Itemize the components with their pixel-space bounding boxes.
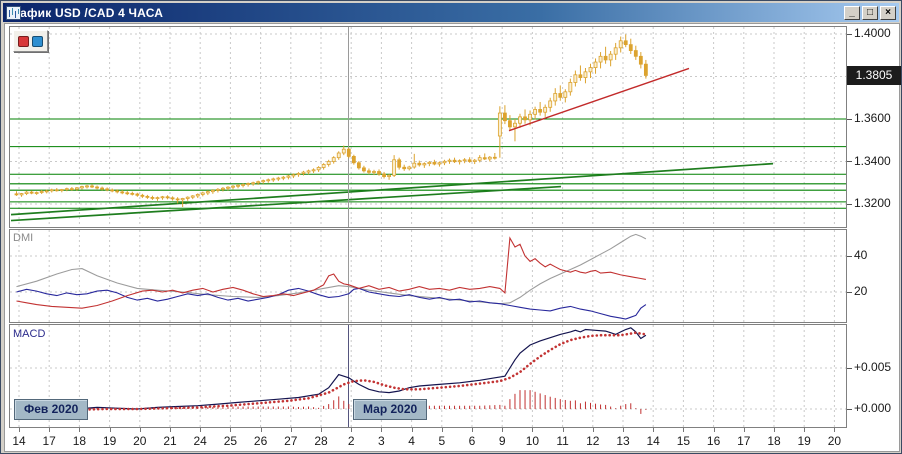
time-axis-label: 16 — [706, 434, 721, 448]
title-bar[interactable]: График USD /CAD 4 ЧАСА _ □ × — [3, 3, 899, 22]
axis-value-label: 1.3200 — [854, 196, 891, 210]
macd-panel-label: MACD — [13, 328, 46, 340]
time-axis-label: 18 — [767, 434, 781, 448]
macd-panel-svg[interactable] — [9, 324, 847, 428]
current-price-badge: 1.3805 — [847, 66, 901, 86]
time-axis-label: 3 — [378, 434, 385, 448]
dmi-panel-label: DMI — [13, 232, 34, 244]
minimize-button[interactable]: _ — [844, 5, 860, 20]
price-axis: 1.3805 1.4000 1.3600 1.3400 1.3200 40 20 +0.00… — [847, 1, 901, 453]
axis-value-label: +0.005 — [854, 360, 892, 374]
axis-value-label: 1.3600 — [854, 111, 891, 125]
time-axis: 14 17 18 19 20 21 24 25 26 27 28 2 3 4 5 6 9 10 11 12 13 14 15… — [9, 428, 847, 451]
axis-value-label: 1.4000 — [854, 26, 891, 40]
time-axis-label: 19 — [102, 434, 117, 448]
marker-toolbar — [13, 30, 48, 52]
time-axis-label: 21 — [163, 434, 177, 448]
time-axis-label: 25 — [223, 434, 238, 448]
time-axis-label: 20 — [827, 434, 842, 448]
time-axis-label: 2 — [347, 434, 355, 448]
time-axis-label: 10 — [525, 434, 540, 448]
time-axis-label: 14 — [646, 434, 660, 448]
time-axis-label: 14 — [12, 434, 26, 448]
time-axis-label: 6 — [468, 434, 476, 448]
axis-value-label: 1.3400 — [854, 153, 891, 168]
axis-value-label: +0.000 — [854, 401, 892, 415]
time-axis-label: 19 — [797, 434, 811, 448]
maximize-button[interactable]: □ — [862, 5, 878, 20]
time-axis-label: 13 — [616, 434, 630, 448]
time-axis-label: 11 — [556, 434, 569, 448]
time-axis-label: 17 — [737, 434, 751, 448]
main-chart-svg[interactable] — [9, 26, 847, 228]
time-axis-label: 4 — [408, 434, 415, 448]
dmi-panel-svg[interactable] — [9, 229, 847, 323]
time-axis-label: 17 — [42, 434, 56, 448]
month-badge-mar[interactable]: Мар 2020 — [353, 399, 428, 420]
axis-value-label: 40 — [854, 248, 868, 262]
time-axis-label: 15 — [676, 434, 691, 448]
time-axis-label: 9 — [498, 434, 506, 448]
time-axis-label: 12 — [586, 434, 600, 448]
chart-icon — [6, 5, 21, 20]
time-axis-label: 24 — [193, 434, 207, 448]
time-axis-label: 28 — [314, 434, 328, 448]
time-axis-label: 18 — [72, 434, 87, 448]
month-badge-feb[interactable]: Фев 2020 — [14, 399, 89, 420]
time-axis-label: 26 — [253, 434, 268, 448]
chart-client-area — [4, 23, 900, 452]
axis-value-label: 20 — [854, 284, 868, 298]
close-button[interactable]: × — [880, 5, 896, 20]
buy-marker-button[interactable] — [32, 35, 43, 47]
window-title: График USD /CAD 4 ЧАСА — [6, 5, 164, 20]
sell-marker-button[interactable] — [18, 35, 29, 47]
time-axis-label: 27 — [284, 434, 298, 448]
time-axis-label: 20 — [133, 434, 147, 448]
time-axis-label: 5 — [438, 434, 446, 448]
